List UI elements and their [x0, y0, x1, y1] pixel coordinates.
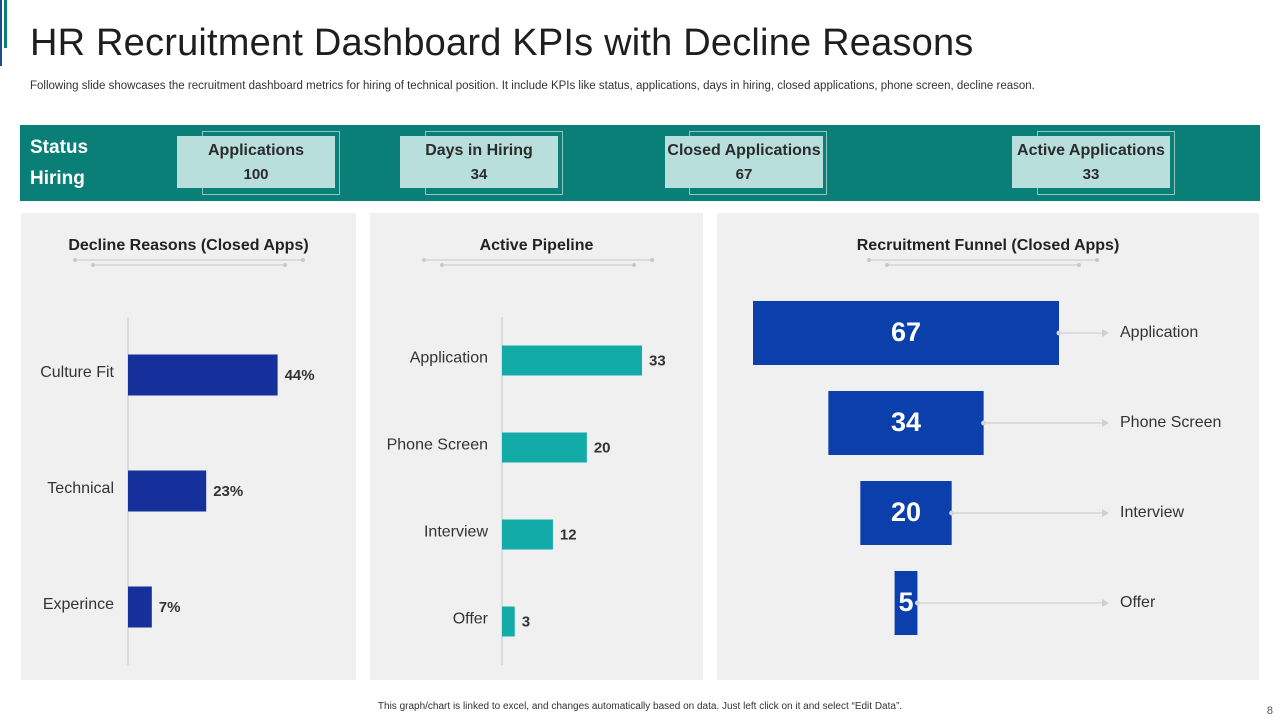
data-label-interview: 12 — [560, 526, 577, 543]
kpi-label: Closed Applications — [667, 142, 821, 159]
bar-interview — [502, 519, 553, 550]
funnel-connector-dot-application — [1056, 330, 1062, 336]
bar-technical — [128, 470, 207, 512]
category-label-application: Application — [410, 350, 488, 367]
decline-reasons-panel: Decline Reasons (Closed Apps) Culture Fi… — [21, 213, 356, 680]
funnel-stage-label-interview: Interview — [1120, 504, 1184, 521]
funnel-connector-arrow-offer — [1102, 599, 1109, 607]
funnel-stage-label-offer: Offer — [1120, 594, 1156, 611]
title-divider-decoration — [867, 258, 1099, 267]
funnel-bar-interview — [860, 481, 952, 545]
data-label-offer: 3 — [522, 613, 530, 630]
kpi-label: Days in Hiring — [425, 142, 533, 159]
data-label-technical: 23% — [213, 483, 243, 500]
bar-experince — [128, 586, 152, 628]
page-subtitle: Following slide showcases the recruitmen… — [30, 80, 1035, 92]
title-divider-decoration — [422, 258, 654, 267]
active-pipeline-chart: Application 33 Phone Screen 20 Interview 12 Of… — [387, 317, 666, 665]
data-label-application: 33 — [649, 352, 666, 369]
bar-application — [502, 345, 643, 376]
funnel-bar-application — [753, 301, 1059, 365]
category-label-phone-screen: Phone Screen — [387, 437, 488, 454]
decline-reasons-title: Decline Reasons (Closed Apps) — [68, 237, 309, 254]
recruitment-funnel-panel: Recruitment Funnel (Closed Apps) 67 Appli… — [717, 213, 1259, 680]
footer-note: This graph/chart is linked to excel, and… — [377, 701, 903, 712]
recruitment-funnel-chart: 67 Application 34 Phone Screen 20 Interview 5 O… — [753, 301, 1221, 635]
title-accent-bar-secondary — [0, 0, 2, 66]
funnel-connector-dot-offer — [914, 600, 920, 606]
decline-reasons-chart: Culture Fit 44% Technical 23% Experince 7% — [40, 317, 315, 665]
funnel-connector-arrow-phone-screen — [1102, 419, 1109, 427]
status-kpi-bar: Status Hiring Applications 100 Days in H… — [20, 125, 1260, 201]
funnel-bar-phone-screen — [828, 391, 984, 455]
data-label-phone-screen: 20 — [594, 439, 611, 456]
funnel-connector-dot-phone-screen — [981, 420, 987, 426]
kpi-value: 33 — [1082, 166, 1100, 183]
category-label-interview: Interview — [424, 524, 488, 541]
title-divider-decoration — [73, 258, 305, 267]
kpi-card-closed-applications: Closed Applications 67 — [665, 136, 823, 188]
funnel-bar-offer — [894, 571, 918, 635]
funnel-connector-arrow-application — [1102, 329, 1109, 337]
title-accent-bar — [4, 0, 7, 48]
funnel-value-phone-screen: 34 — [891, 407, 921, 437]
hiring-label: Hiring — [30, 168, 85, 189]
category-label-technical: Technical — [47, 480, 114, 497]
category-label-offer: Offer — [453, 611, 489, 628]
funnel-value-offer: 5 — [898, 587, 913, 617]
category-label-culture-fit: Culture Fit — [40, 364, 114, 381]
funnel-connector-arrow-interview — [1102, 509, 1109, 517]
funnel-value-application: 67 — [891, 317, 921, 347]
category-label-experince: Experince — [43, 596, 114, 613]
funnel-connector-dot-interview — [949, 510, 955, 516]
kpi-value: 34 — [470, 166, 488, 183]
bar-culture-fit — [128, 354, 278, 396]
kpi-value: 100 — [243, 166, 269, 183]
active-pipeline-title: Active Pipeline — [479, 237, 594, 254]
status-label: Status — [30, 137, 89, 158]
bar-phone-screen — [502, 432, 587, 463]
data-label-culture-fit: 44% — [285, 367, 315, 384]
funnel-stage-label-application: Application — [1120, 324, 1198, 341]
bar-offer — [502, 606, 515, 637]
kpi-card-applications: Applications 100 — [177, 136, 335, 188]
kpi-value: 67 — [735, 166, 753, 183]
kpi-label: Active Applications — [1017, 142, 1165, 159]
recruitment-funnel-title: Recruitment Funnel (Closed Apps) — [856, 237, 1120, 254]
data-label-experince: 7% — [159, 599, 181, 616]
page-number: 8 — [1266, 705, 1273, 717]
kpi-card-active-applications: Active Applications 33 — [1012, 136, 1170, 188]
funnel-value-interview: 20 — [891, 497, 921, 527]
kpi-card-days-in-hiring: Days in Hiring 34 — [400, 136, 558, 188]
page-title: HR Recruitment Dashboard KPIs with Decli… — [30, 22, 974, 64]
active-pipeline-panel: Active Pipeline Application 33 Phone Scree… — [370, 213, 703, 680]
kpi-label: Applications — [207, 142, 304, 159]
funnel-stage-label-phone-screen: Phone Screen — [1120, 414, 1221, 431]
